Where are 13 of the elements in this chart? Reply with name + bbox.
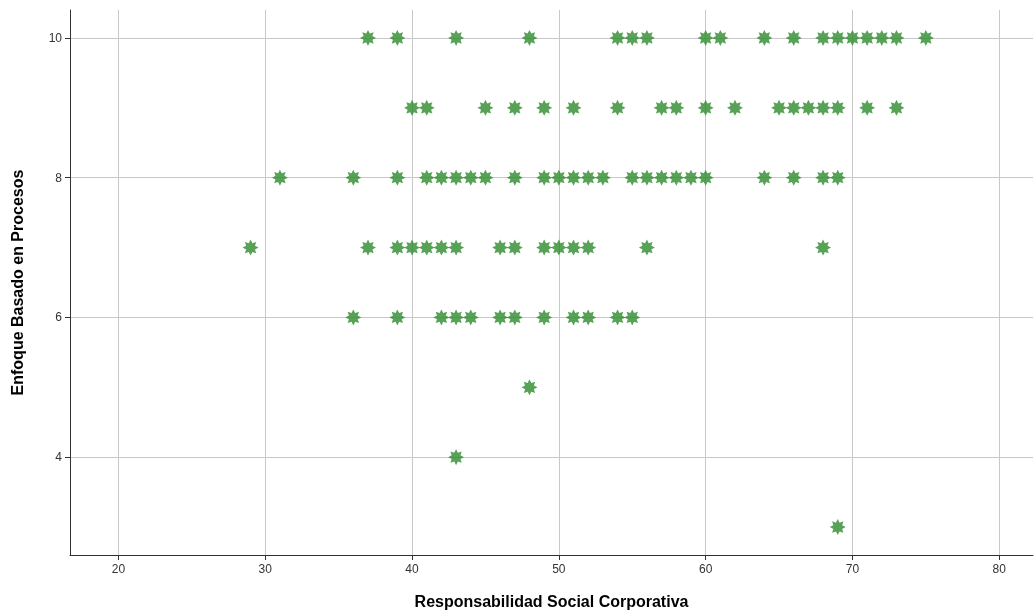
x-tick-label: 30: [258, 562, 273, 576]
x-tick-label: 40: [405, 562, 420, 576]
y-tick-label: 4: [55, 450, 63, 465]
x-tick-label: 60: [698, 562, 713, 576]
x-tick-label: 50: [552, 562, 566, 576]
x-tick-label: 70: [845, 562, 860, 576]
y-tick-label: 10: [48, 30, 63, 45]
x-axis-title: Responsabilidad Social Corporativa: [414, 592, 689, 610]
y-tick-label: 8: [55, 170, 63, 185]
x-tick-label: 80: [992, 562, 1007, 576]
y-axis-title: Enfoque Basado en Procesos: [8, 169, 26, 396]
y-tick-label: 6: [55, 310, 63, 325]
x-tick-label: 20: [111, 562, 126, 576]
